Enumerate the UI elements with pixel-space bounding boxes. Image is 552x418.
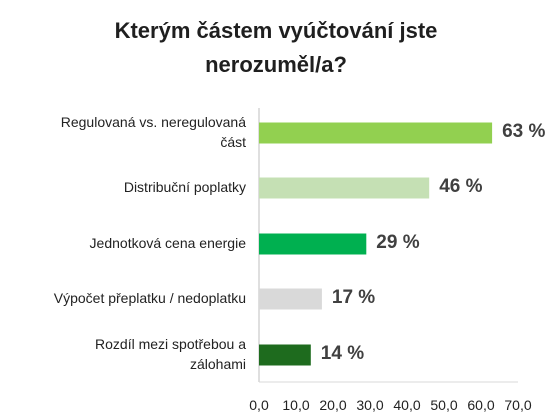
x-tick-label: 50,0 bbox=[430, 397, 458, 413]
x-tick-label: 40,0 bbox=[393, 397, 421, 413]
category-label-line: Výpočet přeplatku / nedoplatku bbox=[53, 290, 246, 306]
bar bbox=[259, 233, 367, 255]
bar-value-label: 17 % bbox=[331, 287, 376, 308]
category-label-line: zálohami bbox=[189, 356, 246, 372]
chart-title-line-2: nerozuměl/a? bbox=[205, 52, 347, 77]
x-tick-label: 20,0 bbox=[319, 397, 347, 413]
category-label: Regulovaná vs. neregulovaná část bbox=[0, 112, 246, 152]
x-tick-label: 60,0 bbox=[467, 397, 495, 413]
category-label: Výpočet přeplatku / nedoplatku bbox=[0, 288, 246, 308]
bar-value-label: 63 % bbox=[502, 121, 546, 142]
category-label: Jednotková cena energie bbox=[0, 233, 246, 253]
bar bbox=[259, 344, 311, 366]
chart-title-line-1: Kterým částem vyúčtování jste bbox=[114, 18, 438, 43]
x-tick-label: 70,0 bbox=[504, 397, 532, 413]
bar bbox=[259, 177, 430, 199]
bar-value-label: 14 % bbox=[320, 343, 365, 364]
bar bbox=[259, 122, 493, 144]
x-tick-label: 10,0 bbox=[282, 397, 310, 413]
x-tick-label: 0,0 bbox=[249, 397, 269, 413]
category-label-line: Jednotková cena energie bbox=[89, 235, 246, 251]
category-label-line: Regulovaná vs. neregulovaná bbox=[60, 114, 246, 130]
category-label: Rozdíl mezi spotřebou a zálohami bbox=[0, 334, 246, 374]
category-label-line: část bbox=[220, 134, 246, 150]
bar-value-label: 46 % bbox=[439, 176, 483, 197]
category-label-line: Distribuční poplatky bbox=[123, 179, 246, 195]
bar-value-label: 29 % bbox=[376, 232, 420, 253]
category-label: Distribuční poplatky bbox=[0, 177, 246, 197]
bar bbox=[259, 288, 322, 310]
category-label-line: Rozdíl mezi spotřebou a bbox=[95, 336, 246, 352]
x-tick-label: 30,0 bbox=[356, 397, 384, 413]
